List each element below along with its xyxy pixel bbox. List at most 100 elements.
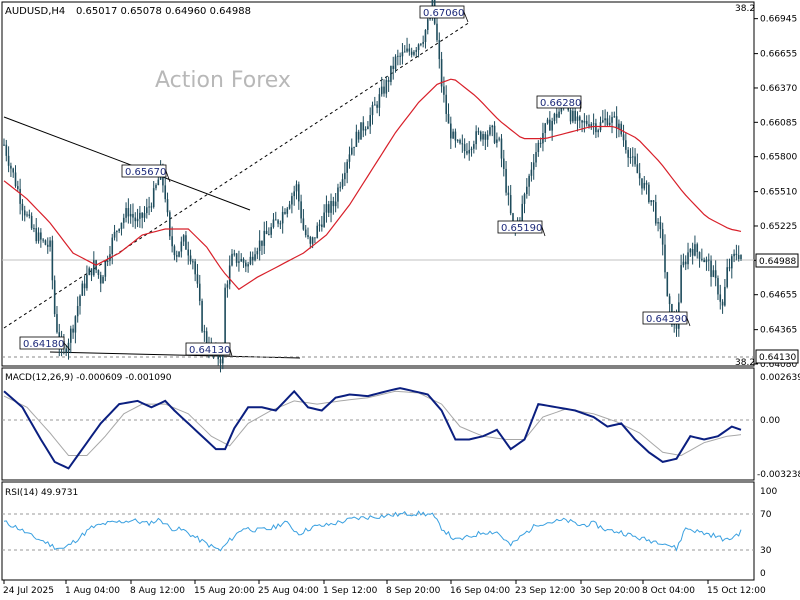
- candle-body: [403, 51, 406, 53]
- candle-body: [466, 151, 468, 154]
- candle-body: [726, 267, 728, 287]
- candle-body: [30, 215, 33, 229]
- candle-body: [93, 260, 95, 276]
- candle-body: [231, 253, 233, 266]
- candle-body: [341, 179, 344, 187]
- candle-body: [585, 120, 588, 125]
- candle-body: [118, 229, 120, 232]
- current-price-badge: 0.64988: [759, 257, 796, 267]
- candle-body: [26, 214, 28, 216]
- candle-body: [367, 126, 369, 130]
- candle-body: [198, 283, 201, 301]
- candle-body: [650, 200, 652, 203]
- price-tick-label: 0.65800: [760, 153, 797, 163]
- candle-body: [578, 116, 581, 121]
- support-line: [49, 351, 301, 359]
- candle-body: [33, 228, 35, 230]
- price-annotation-label: 0.64180: [23, 339, 64, 350]
- candle-body: [696, 244, 699, 253]
- candle-body: [99, 274, 102, 284]
- x-axis-labels-layer: 24 Jul 2025 1 Aug 04:00 8 Aug 12:00 15 Aug …: [3, 580, 766, 596]
- candle-body: [498, 138, 500, 140]
- price-annotation-label: 0.67060: [423, 8, 464, 19]
- candle-body: [139, 212, 141, 219]
- candle-body: [666, 272, 669, 297]
- candle-body: [357, 131, 360, 140]
- candle-body: [125, 208, 127, 218]
- candle-body: [703, 259, 705, 263]
- candle-body: [274, 219, 277, 221]
- candle-body: [268, 234, 270, 236]
- candle-body: [714, 270, 717, 279]
- candle-body: [240, 258, 243, 262]
- candle-body: [279, 223, 282, 225]
- candle-body: [590, 124, 593, 127]
- candle-body: [615, 116, 618, 129]
- candle-body: [496, 139, 498, 143]
- candle-body: [583, 120, 586, 123]
- candle-body: [689, 249, 692, 253]
- candle-body: [415, 49, 418, 52]
- candle-body: [378, 94, 381, 108]
- symbol-label: AUDUSD,H4: [5, 6, 65, 17]
- candle-body: [281, 211, 284, 224]
- candle-body: [436, 23, 438, 41]
- candle-body: [532, 162, 535, 170]
- macd-tick-zero: 0.00: [760, 416, 780, 426]
- candle-body: [136, 218, 139, 222]
- candle-body: [116, 231, 118, 233]
- macd-panel-frame: [1, 367, 755, 481]
- candle-body: [49, 240, 51, 247]
- candle-body: [284, 211, 286, 214]
- candle-body: [572, 110, 574, 122]
- candle-body: [426, 19, 429, 30]
- candle-body: [721, 301, 724, 306]
- candle-body: [390, 65, 392, 82]
- candle-body: [539, 142, 542, 144]
- candle-body: [350, 147, 353, 155]
- candle-body: [454, 131, 457, 141]
- price-annotation-label: 0.65670: [125, 167, 166, 178]
- rsi-label: RSI(14) 49.9731: [5, 488, 78, 498]
- bottom-level-label: 38.2: [735, 358, 755, 368]
- candle-body: [348, 154, 351, 162]
- macd-tick-bottom: -0.003238: [757, 470, 800, 480]
- candle-body: [521, 203, 524, 223]
- macd-line: [3, 387, 742, 470]
- candle-body: [316, 225, 319, 239]
- rsi-panel-frame: [1, 481, 755, 581]
- candle-body: [247, 264, 249, 267]
- candle-body: [143, 213, 146, 218]
- candle-body: [3, 144, 5, 146]
- x-tick-label: 8 Oct 04:00: [642, 586, 695, 596]
- candle-body: [661, 229, 664, 245]
- candle-body: [654, 202, 657, 224]
- candle-body: [387, 80, 390, 82]
- candle-body: [90, 268, 93, 276]
- candle-body: [201, 300, 203, 332]
- x-tick-label: 8 Sep 20:00: [386, 586, 441, 596]
- candle-body: [180, 241, 183, 252]
- candle-body: [360, 122, 362, 140]
- candle-body: [46, 244, 49, 247]
- candle-body: [406, 48, 408, 52]
- price-tick-label: 0.66370: [760, 84, 797, 94]
- candle-body: [364, 129, 367, 131]
- candle-body: [157, 179, 160, 186]
- candle-body: [668, 296, 671, 305]
- candle-body: [238, 261, 240, 263]
- candle-body: [707, 259, 710, 261]
- price-tick-label: 0.66655: [760, 50, 797, 60]
- current-price-badge-bg: [755, 253, 799, 268]
- candle-body: [657, 222, 659, 224]
- candle-body: [309, 236, 312, 244]
- candle-body: [638, 173, 641, 179]
- candle-body: [37, 232, 40, 242]
- candle-body: [205, 331, 208, 347]
- x-tick-label: 1 Aug 04:00: [65, 586, 120, 596]
- candle-body: [399, 55, 401, 57]
- price-tick-label: 0.66085: [760, 118, 797, 128]
- candle-body: [175, 255, 178, 257]
- candle-body: [355, 131, 358, 147]
- candle-body: [295, 184, 298, 192]
